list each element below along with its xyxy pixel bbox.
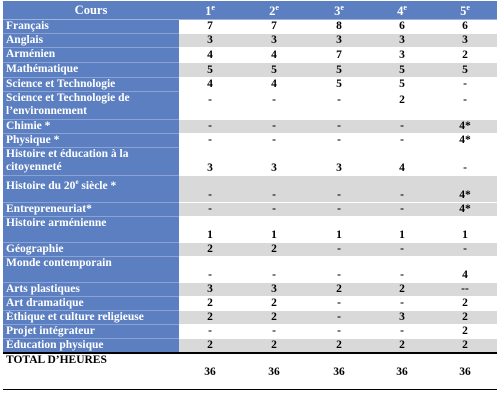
- header-grade-3: 3e: [307, 1, 371, 20]
- table-row: Science et Technologie de l’environnemen…: [3, 91, 497, 120]
- table-row: Géographie 2 2- - -: [3, 242, 497, 257]
- row-name-hist20: Histoire du 20e siècle *: [3, 175, 179, 203]
- header-grade-5: 5e: [433, 1, 497, 20]
- table-row: Anglais 3 3 3 3 3: [3, 33, 497, 48]
- hours-table: Cours 1e 2e 3e 4e 5e Français 7 7 8 6 6 Angla…: [3, 1, 497, 380]
- total-label: TOTAL D’HEURES: [3, 353, 179, 379]
- table-row: Histoire du 20e siècle * - - - -4*: [3, 175, 497, 203]
- table-row: Physique * - - - -4*: [3, 133, 497, 148]
- table-row: Arts plastiques 3 3 2 2 --: [3, 282, 497, 297]
- table-bottom-rule: [3, 389, 497, 390]
- table-row: Français 7 7 8 6 6: [3, 19, 497, 34]
- header-grade-1: 1e: [179, 1, 241, 20]
- table-row: Arménien 4 4 7 3 2: [3, 47, 497, 63]
- header-cours: Cours: [3, 1, 179, 20]
- table-row: Mathématique 5 5 5 5 5: [3, 62, 497, 78]
- table-row: Histoire arménienne 1 1 1 1 1: [3, 216, 497, 243]
- header-row: Cours 1e 2e 3e 4e 5e: [3, 1, 497, 20]
- table-row: Art dramatique 2 2- -2: [3, 296, 497, 311]
- total-row: TOTAL D’HEURES 36 36 36 36 36: [3, 353, 497, 380]
- table-row: Monde contemporain - - - -4: [3, 256, 497, 283]
- table-row: Chimie * - - - -4*: [3, 119, 497, 134]
- table-row: Histoire et éducation à la citoyenneté 3 3…: [3, 147, 497, 176]
- table-row: Éthique et culture religieuse 2 2-3 2: [3, 310, 497, 325]
- header-grade-2: 2e: [241, 1, 307, 20]
- table-row: Projet intégrateur - - - -2: [3, 324, 497, 339]
- table-row: Éducation physique 2 2 2 2 2: [3, 338, 497, 354]
- table-row: Science et Technologie 4 4 5 5-: [3, 77, 497, 92]
- table-row: Entrepreneuriat* - - - -4*: [3, 202, 497, 217]
- header-grade-4: 4e: [371, 1, 433, 20]
